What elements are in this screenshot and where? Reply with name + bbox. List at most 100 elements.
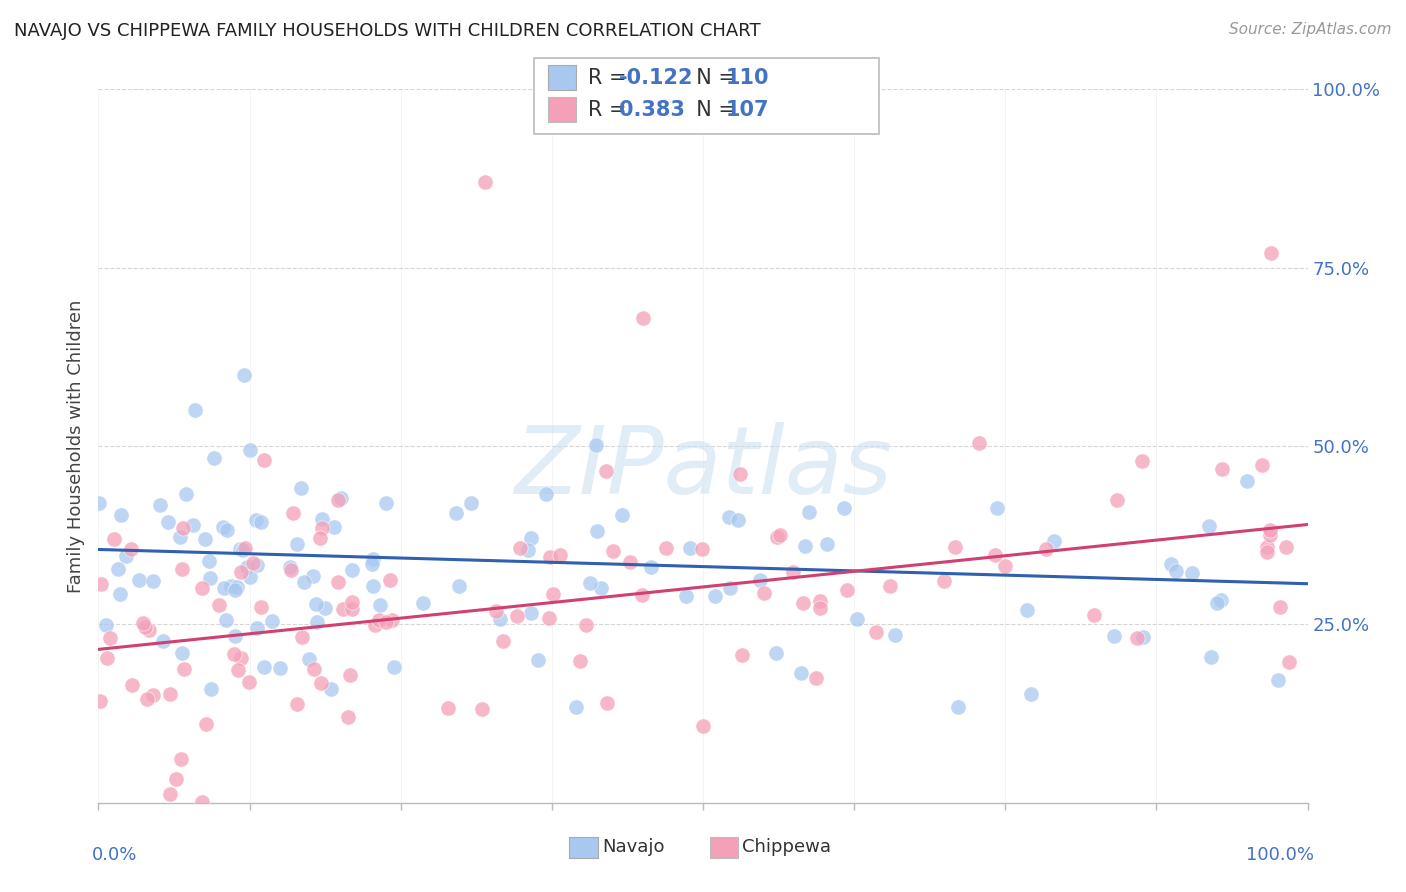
Point — [361, 557, 384, 571]
Point — [810, 594, 832, 608]
Point — [474, 175, 496, 189]
Point — [1256, 540, 1278, 554]
Point — [832, 500, 855, 515]
Point — [311, 511, 333, 525]
Point — [226, 580, 249, 594]
Point — [238, 569, 260, 583]
Point — [631, 310, 654, 325]
Point — [285, 537, 308, 551]
Point — [485, 603, 508, 617]
Point — [1211, 461, 1233, 475]
Point — [748, 573, 770, 587]
Point — [1083, 607, 1105, 622]
Point — [865, 624, 887, 639]
Point — [159, 787, 181, 801]
Point — [239, 442, 262, 457]
Text: N =: N = — [683, 68, 742, 87]
Point — [250, 599, 273, 614]
Point — [232, 368, 254, 382]
Point — [731, 648, 754, 662]
Point — [229, 651, 252, 665]
Point — [132, 615, 155, 630]
Point — [1206, 596, 1229, 610]
Point — [382, 660, 405, 674]
Point — [200, 681, 222, 696]
Point — [260, 615, 283, 629]
Point — [589, 581, 612, 595]
Point — [640, 559, 662, 574]
Point — [90, 576, 112, 591]
Point — [768, 528, 790, 542]
Point — [121, 678, 143, 692]
Point — [269, 661, 291, 675]
Point — [782, 565, 804, 579]
Point — [619, 555, 641, 569]
Point — [808, 600, 831, 615]
Point — [946, 700, 969, 714]
Point — [194, 533, 217, 547]
Point — [1199, 650, 1222, 665]
Point — [219, 579, 242, 593]
Point — [1181, 566, 1204, 581]
Point — [340, 601, 363, 615]
Point — [471, 701, 494, 715]
Point — [212, 581, 235, 595]
Point — [323, 520, 346, 534]
Point — [232, 543, 254, 558]
Point — [1160, 557, 1182, 571]
Point — [1236, 474, 1258, 488]
Point — [585, 438, 607, 452]
Point — [967, 435, 990, 450]
Point — [224, 629, 246, 643]
Text: Chippewa: Chippewa — [742, 838, 831, 856]
Point — [675, 589, 697, 603]
Point — [1270, 599, 1292, 614]
Point — [217, 523, 239, 537]
Point — [765, 646, 787, 660]
Point — [516, 543, 538, 558]
Point — [134, 620, 156, 634]
Point — [340, 563, 363, 577]
Point — [252, 452, 274, 467]
Point — [183, 517, 205, 532]
Point — [172, 521, 194, 535]
Point — [170, 562, 193, 576]
Point — [375, 615, 398, 629]
Point — [986, 501, 1008, 516]
Point — [766, 530, 789, 544]
Point — [337, 710, 360, 724]
Point — [380, 613, 402, 627]
Point — [361, 552, 384, 566]
Point — [444, 506, 467, 520]
Point — [342, 595, 364, 609]
Point — [138, 624, 160, 638]
Point — [1260, 246, 1282, 260]
Point — [610, 508, 633, 522]
Point — [292, 575, 315, 590]
Point — [527, 653, 550, 667]
Point — [1019, 687, 1042, 701]
Point — [87, 496, 110, 510]
Point — [115, 549, 138, 564]
Point — [489, 612, 512, 626]
Point — [1164, 564, 1187, 578]
Point — [107, 561, 129, 575]
Point — [152, 634, 174, 648]
Point — [797, 505, 820, 519]
Point — [238, 674, 260, 689]
Point — [184, 403, 207, 417]
Text: R =: R = — [588, 100, 633, 120]
Point — [302, 568, 325, 582]
Point — [537, 611, 560, 625]
Point — [565, 700, 588, 714]
Point — [159, 687, 181, 701]
Point — [165, 772, 187, 786]
Point — [229, 565, 252, 579]
Point — [846, 612, 869, 626]
Point — [280, 564, 302, 578]
Point — [1258, 523, 1281, 537]
Point — [520, 606, 543, 620]
Point — [173, 662, 195, 676]
Point — [191, 581, 214, 595]
Point — [727, 513, 749, 527]
